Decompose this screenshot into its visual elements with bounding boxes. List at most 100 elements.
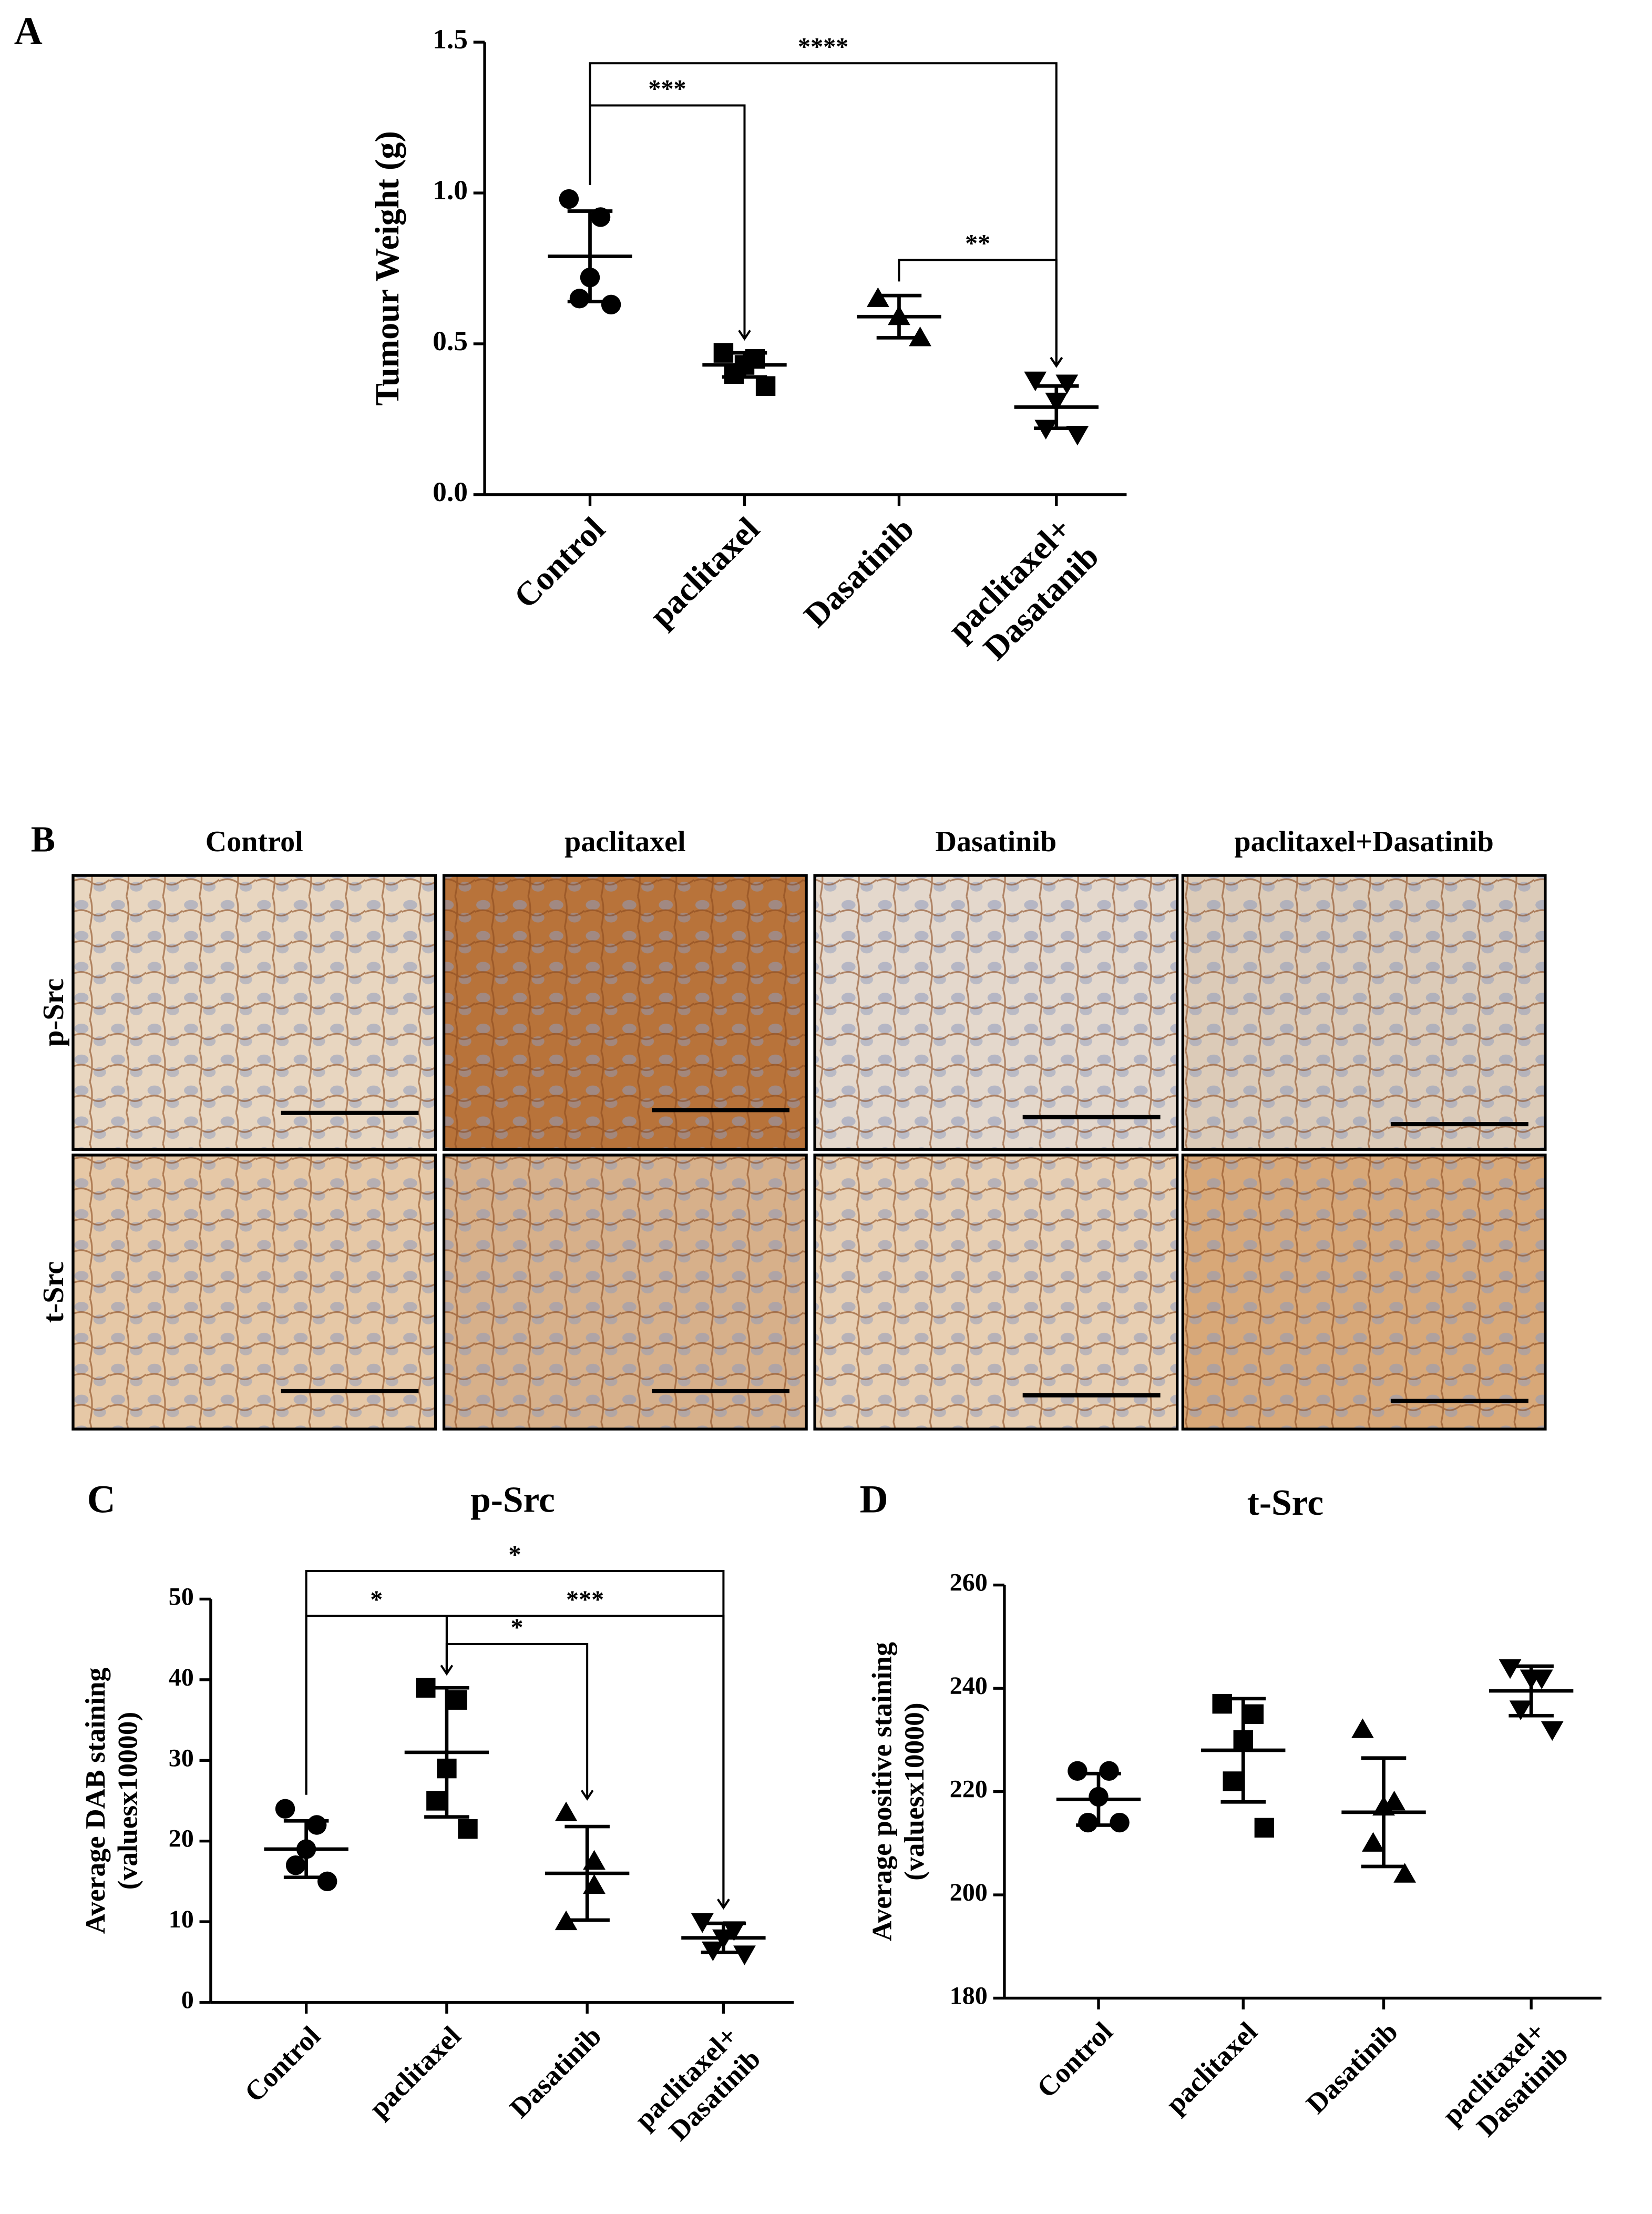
y-axis-label: Tumour Weight (g): [368, 131, 406, 406]
bracket-arrow: [738, 330, 751, 341]
point: [1078, 1812, 1098, 1833]
micrograph-texture: [442, 874, 808, 1151]
error-bar: [1509, 1664, 1554, 1718]
point: [1068, 1761, 1087, 1781]
point: [447, 1690, 467, 1710]
point: [1244, 1704, 1264, 1724]
point: [275, 1799, 295, 1819]
y-tick-label: 180: [950, 1982, 988, 2010]
row-label: t-Src: [37, 1261, 70, 1323]
micrograph-texture: [71, 874, 437, 1151]
y-tick-label: 50: [169, 1583, 194, 1610]
panel-label: C: [87, 1478, 116, 1522]
significance-label: *: [370, 1586, 383, 1614]
chart-title: t-Src: [1247, 1483, 1323, 1523]
significance-bracket: [445, 1615, 725, 1908]
point: [733, 1945, 756, 1965]
significance-label: ***: [648, 75, 686, 103]
point: [1509, 1700, 1532, 1720]
significance-label: *: [511, 1614, 524, 1641]
significance-bracket: [305, 1615, 448, 1795]
error-bar: [565, 1824, 610, 1922]
micrograph-texture: [1181, 1154, 1547, 1431]
error-bar: [1220, 1697, 1266, 1804]
significance-label: ****: [798, 33, 848, 61]
row-label: p-Src: [37, 978, 70, 1047]
error-bar: [567, 209, 613, 303]
panel-label: A: [14, 9, 43, 53]
micrograph-texture: [813, 1154, 1179, 1431]
y-tick-label: 220: [950, 1776, 988, 1803]
point: [1541, 1721, 1564, 1741]
x-tick-label: Control: [507, 510, 612, 616]
error-bar: [722, 351, 767, 379]
x-tick-label: paclitaxel: [642, 510, 767, 635]
column-label: paclitaxel+Dasatinib: [1234, 825, 1493, 858]
micrograph-texture: [442, 1154, 808, 1431]
error-bar: [283, 1819, 329, 1880]
bracket-arrow: [1050, 356, 1063, 368]
y-tick-label: 0.5: [433, 325, 468, 356]
point: [1351, 1718, 1374, 1738]
point: [458, 1819, 478, 1839]
point: [1066, 425, 1089, 446]
y-tick-label: 0: [181, 1986, 194, 2014]
x-tick-label: Dasatinib: [504, 2020, 608, 2124]
point: [755, 376, 776, 396]
y-tick-label: 1.0: [433, 174, 468, 206]
point: [569, 289, 590, 309]
point: [1393, 1863, 1416, 1883]
chart-title: p-Src: [470, 1480, 555, 1521]
point: [724, 364, 744, 384]
point: [555, 1801, 578, 1822]
point: [1099, 1761, 1119, 1781]
point: [1499, 1659, 1522, 1679]
point: [306, 1815, 327, 1835]
x-tick-label: paclitaxel+Dasatinib: [629, 2020, 767, 2158]
point: [1024, 371, 1047, 392]
point: [1223, 1771, 1243, 1791]
significance-label: **: [965, 230, 990, 258]
error-bar: [1361, 1756, 1407, 1869]
bracket-arrow: [580, 1790, 594, 1801]
y-tick-label: 30: [169, 1744, 194, 1772]
column-label: paclitaxel: [565, 825, 686, 858]
point: [317, 1871, 337, 1892]
significance-label: *: [508, 1540, 521, 1568]
y-axis-label: Average DAB staining(valuesx10000): [79, 1667, 143, 1934]
x-tick-label: Control: [1031, 2016, 1119, 2104]
micrograph-texture: [1181, 874, 1547, 1151]
micrograph-texture: [71, 1154, 437, 1431]
point: [426, 1791, 446, 1811]
y-tick-label: 40: [169, 1664, 194, 1691]
point: [723, 1921, 745, 1941]
point: [1254, 1818, 1275, 1838]
error-bar: [1034, 384, 1079, 430]
y-tick-label: 10: [169, 1905, 194, 1933]
x-tick-label: paclitaxel: [1160, 2016, 1264, 2120]
bracket-arrow: [717, 1899, 730, 1910]
y-tick-label: 260: [950, 1569, 988, 1597]
y-tick-label: 20: [169, 1825, 194, 1853]
x-tick-label: Dasatinib: [796, 510, 921, 635]
significance-bracket: [445, 1642, 589, 1799]
y-tick-label: 0.0: [433, 476, 468, 507]
x-tick-label: Dasatinib: [1300, 2016, 1404, 2120]
significance-bracket: [589, 62, 1058, 366]
significance-bracket: [898, 259, 1058, 366]
micrograph-texture: [813, 874, 1179, 1151]
panel-label: D: [860, 1478, 888, 1522]
error-bar: [424, 1686, 469, 1819]
point: [601, 294, 621, 315]
x-tick-label: paclitaxel: [363, 2020, 467, 2124]
point: [559, 189, 579, 209]
x-tick-label: paclitaxel+Dasatanib: [940, 510, 1106, 676]
point: [285, 1855, 306, 1875]
significance-bracket: [589, 104, 746, 339]
x-tick-label: paclitaxel+Dasatinib: [1436, 2016, 1574, 2154]
error-bar: [701, 1921, 746, 1954]
y-tick-label: 200: [950, 1879, 988, 1906]
significance-label: ***: [566, 1586, 604, 1614]
